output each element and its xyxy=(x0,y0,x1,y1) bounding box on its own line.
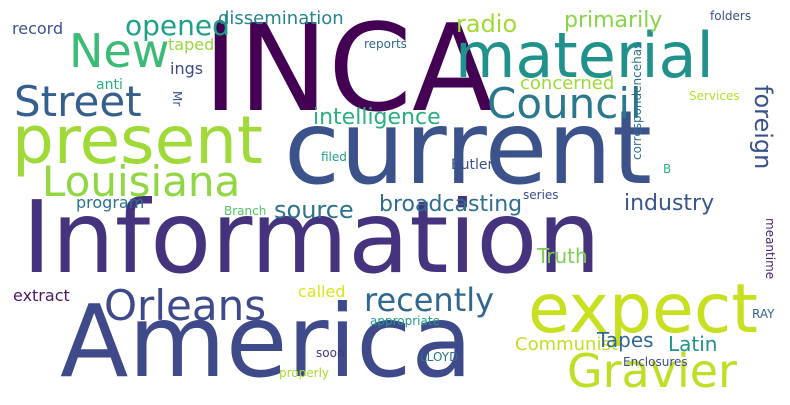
word-expect: expect xyxy=(528,270,758,349)
word-communist: Communist xyxy=(515,334,618,355)
word-meantime: meantime xyxy=(763,218,777,280)
word-filed: filed xyxy=(321,150,347,164)
word-new: New xyxy=(69,24,170,78)
word-orleans: Orleans xyxy=(104,281,267,330)
word-program: program xyxy=(76,193,145,212)
word-radio: radio xyxy=(456,10,518,38)
word-concerned: concerned xyxy=(520,73,615,94)
word-council: Council xyxy=(487,79,642,128)
word-record: record xyxy=(12,19,64,38)
word-mr: Mr xyxy=(170,91,184,107)
word-branch: Branch xyxy=(224,204,267,218)
word-gravier: Gravier xyxy=(567,344,737,398)
word-foreign: foreign xyxy=(749,85,777,170)
word-truth: Truth xyxy=(537,244,588,268)
word-broadcasting: broadcasting xyxy=(379,192,523,217)
word-louisiana: Louisiana xyxy=(42,157,241,206)
word-soon: soon xyxy=(316,346,345,360)
word-called: called xyxy=(298,282,346,301)
word-b: B xyxy=(663,162,672,176)
word-street: Street xyxy=(14,77,142,126)
word-information: Information xyxy=(22,179,601,296)
word-america: America xyxy=(60,283,473,400)
word-present: present xyxy=(12,102,263,179)
word-industry: industry xyxy=(624,191,715,216)
word-tapes: Tapes xyxy=(597,328,654,352)
word-recently: recently xyxy=(364,281,495,319)
word-primarily: primarily xyxy=(564,8,663,33)
word-services: Services xyxy=(689,89,740,103)
word-anti: anti xyxy=(96,77,123,93)
word-taped: taped xyxy=(168,35,215,54)
word-ray: RAY xyxy=(752,307,775,321)
word-butler: Butler xyxy=(451,157,494,173)
word-lloyd: LLOYD xyxy=(420,350,459,364)
word-correspondencehas: correspondencehas xyxy=(630,42,644,160)
word-properly: properly xyxy=(279,366,329,380)
word-inca: INCA xyxy=(203,0,495,139)
word-folders: folders xyxy=(710,9,752,23)
word-intelligence: intelligence xyxy=(313,105,441,130)
word-extract: extract xyxy=(13,286,70,305)
word-latin: Latin xyxy=(668,332,718,356)
word-enclosures: Enclosures xyxy=(623,355,688,369)
word-ings: ings xyxy=(170,59,204,78)
word-series: series xyxy=(523,188,559,202)
word-current: current xyxy=(284,89,652,208)
word-dissemination: dissemination xyxy=(218,8,344,29)
word-opened: opened xyxy=(125,9,230,42)
word-material: material xyxy=(455,19,714,92)
word-source: source xyxy=(274,196,354,224)
word-reports: reports xyxy=(364,37,407,51)
word-appropriate: appropriate xyxy=(370,314,440,328)
